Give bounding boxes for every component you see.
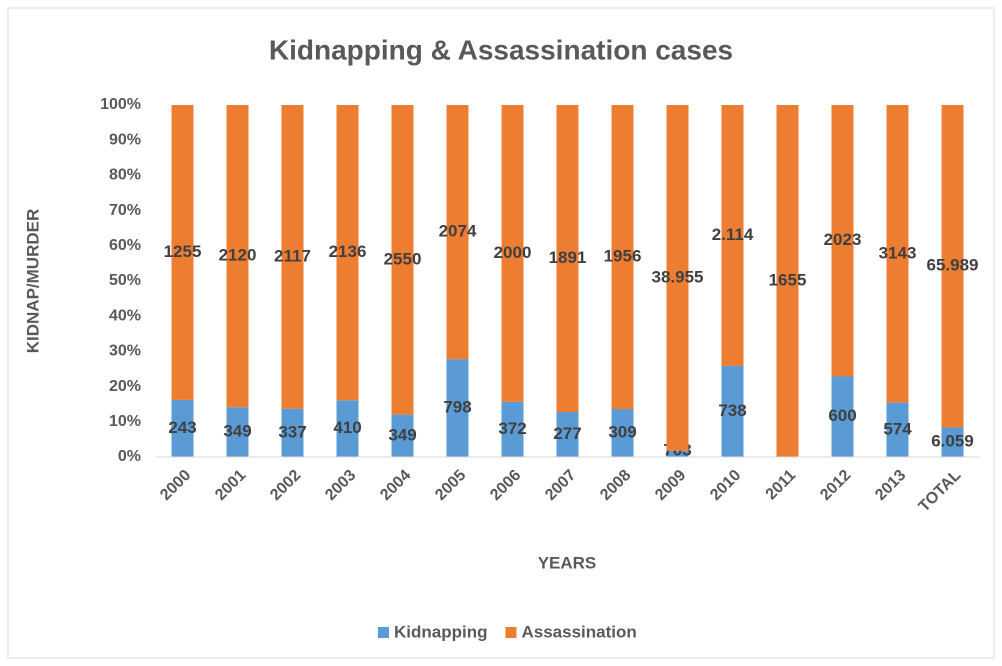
bar-segment [226, 407, 249, 457]
data-label: 3143 [879, 243, 917, 262]
x-axis-title: YEARS [538, 553, 597, 572]
data-label: 2120 [219, 246, 257, 265]
bar-segment [666, 105, 689, 451]
bar-segment [446, 359, 469, 457]
y-tick-label: 60% [109, 237, 141, 254]
bar-segment [501, 401, 524, 457]
legend-label: Assassination [521, 622, 636, 641]
data-label: 2074 [439, 222, 477, 241]
bar-segment [721, 365, 744, 457]
data-label: 277 [553, 424, 581, 443]
data-label: 1956 [604, 246, 642, 265]
legend-swatch [378, 627, 389, 638]
bar-segment [556, 105, 579, 413]
legend-swatch [505, 627, 517, 638]
data-label: 2.114 [712, 225, 754, 244]
bar-segment [501, 105, 524, 402]
y-axis-title: KIDNAP/MURDER [23, 209, 42, 354]
data-label: 600 [828, 406, 856, 425]
bar-segment [446, 105, 469, 360]
bar-segment [171, 399, 194, 457]
data-label: 65.989 [927, 256, 979, 275]
bar-segment [611, 408, 634, 457]
data-label: 2000 [494, 243, 532, 262]
data-label: 2117 [274, 246, 311, 265]
data-label: 2023 [824, 230, 862, 249]
data-label: 243 [168, 418, 196, 437]
chart-title: Kidnapping & Assassination cases [269, 34, 733, 65]
y-tick-label: 100% [100, 96, 141, 113]
legend-label: Kidnapping [394, 622, 487, 641]
bar-segment [611, 105, 634, 409]
y-tick-label: 70% [109, 202, 141, 219]
bar-segment [776, 105, 799, 457]
bar-segment [336, 400, 359, 457]
bar-segment [721, 105, 744, 366]
data-label: 337 [278, 422, 306, 441]
data-label: 1891 [549, 248, 587, 267]
bar-segment [831, 376, 854, 457]
data-label: 309 [608, 422, 636, 441]
bar-segment [171, 105, 194, 400]
data-label: 38.955 [652, 267, 704, 286]
y-tick-label: 50% [109, 272, 141, 289]
bar-segment [886, 105, 909, 403]
y-tick-label: 90% [109, 131, 141, 148]
bar-segment [941, 105, 964, 428]
bar-segment [831, 105, 854, 377]
data-label: 372 [498, 419, 526, 438]
data-label: 410 [333, 418, 361, 437]
y-tick-label: 20% [109, 378, 141, 395]
bar-segment [391, 105, 414, 415]
bar-segment [886, 402, 909, 457]
data-label: 2550 [384, 249, 422, 268]
y-tick-label: 10% [109, 413, 141, 430]
bar-segment [556, 412, 579, 457]
y-tick-label: 30% [109, 343, 141, 360]
bar-segment [226, 105, 249, 408]
bar-segment [336, 105, 359, 401]
y-tick-label: 0% [118, 448, 141, 465]
bar-segment [666, 450, 689, 457]
data-label: 1255 [164, 242, 202, 261]
y-tick-label: 40% [109, 307, 141, 324]
y-tick-label: 80% [109, 167, 141, 184]
bar-segment [281, 105, 304, 409]
data-label: 1655 [769, 270, 807, 289]
bar-segment [391, 414, 414, 457]
data-label: 798 [443, 398, 471, 417]
bar-segment [941, 427, 964, 457]
data-label: 738 [718, 401, 746, 420]
data-label: 574 [883, 419, 912, 438]
data-label: 6.059 [931, 432, 974, 451]
bar-segment [281, 408, 304, 457]
data-label: 2136 [329, 242, 367, 261]
data-label: 349 [223, 422, 251, 441]
data-label: 349 [388, 425, 416, 444]
